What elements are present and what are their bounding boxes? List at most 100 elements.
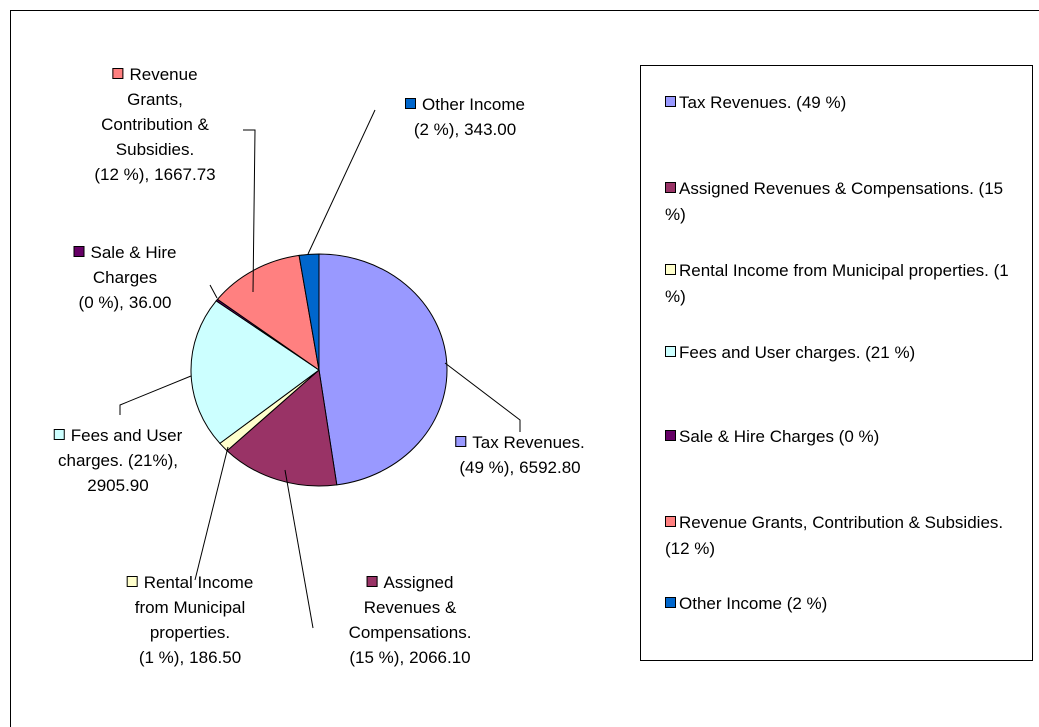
data-label-line: Tax Revenues. — [455, 430, 585, 455]
data-label-line: Charges — [74, 265, 177, 290]
leader-line — [307, 109, 376, 255]
data-label: Assigned Revenues & Compensations. (15 %), 2… — [349, 570, 472, 670]
label-marker — [126, 576, 138, 587]
data-label-text: Contribution & — [101, 115, 209, 134]
label-marker — [73, 246, 85, 257]
data-label-text: Rental Income — [143, 573, 254, 592]
data-label: Rental Income from Municipal properties. (1… — [126, 570, 254, 670]
data-label-line: (1 %), 186.50 — [127, 645, 254, 670]
legend-item: Rental Income from Municipal properties.… — [665, 258, 1010, 310]
data-label-value: 1667.73 — [154, 165, 216, 184]
data-label-text: (2 %), — [413, 120, 460, 139]
data-label-line: Fees and User — [53, 423, 183, 448]
data-label-line: (0 %), 36.00 — [74, 290, 177, 315]
label-marker — [53, 429, 65, 440]
pie-slice — [190, 300, 320, 445]
data-label-text: Tax Revenues. — [472, 433, 585, 452]
data-label-text: Grants, — [127, 90, 183, 109]
legend-item: Assigned Revenues & Compensations. (15 %… — [665, 176, 1010, 228]
data-label-text: (12 %), — [94, 165, 150, 184]
data-label-line: (2 %), 343.00 — [405, 117, 525, 142]
legend-marker — [665, 597, 676, 608]
data-label-text: Other Income — [422, 95, 525, 114]
data-label-text: Charges — [92, 268, 158, 287]
data-label-line: Assigned — [349, 570, 472, 595]
data-label-value: 36.00 — [128, 293, 172, 312]
data-label-line: Revenues & — [349, 595, 472, 620]
data-label-text: (0 %), — [78, 293, 124, 312]
data-label-line: 2905.90 — [54, 473, 183, 498]
data-label-value: 2066.10 — [409, 648, 471, 667]
legend-marker — [665, 430, 676, 441]
legend-item: Fees and User charges. (21 %) — [665, 340, 1010, 366]
legend-text: Revenue Grants, Contribution & Subsidies… — [665, 513, 1004, 558]
data-label-text: from Municipal — [134, 598, 246, 617]
leader-line — [119, 375, 192, 415]
data-label-text: (49 %), — [459, 458, 515, 477]
data-label-line: (49 %), 6592.80 — [455, 455, 584, 480]
data-label: Tax Revenues. (49 %), 6592.80 — [455, 430, 585, 480]
legend-text: Other Income (2 %) — [679, 594, 828, 613]
leader-line — [284, 469, 314, 629]
data-label-text: (1 %), — [138, 648, 185, 667]
label-marker — [455, 436, 467, 447]
data-label-line: (12 %), 1667.73 — [94, 162, 215, 187]
legend-text: Assigned Revenues & Compensations. (15 %… — [665, 179, 1004, 224]
legend-item: Tax Revenues. (49 %) — [665, 90, 1010, 116]
pie-slice — [226, 369, 338, 487]
data-label-text: charges. (21%), — [58, 451, 178, 470]
leader-line — [444, 362, 521, 432]
data-label-text: Compensations. — [348, 623, 472, 642]
legend-marker — [665, 182, 676, 193]
data-label-text: Revenue — [129, 65, 198, 84]
leader-line — [209, 284, 218, 299]
data-label-line: Subsidies. — [94, 137, 215, 162]
legend-marker — [665, 346, 676, 357]
data-label: Sale & Hire Charges (0 %), 36.00 — [73, 240, 177, 315]
data-label-value: 343.00 — [464, 120, 517, 139]
data-label-line: Revenue — [94, 62, 215, 87]
legend-item: Other Income (2 %) — [665, 591, 1010, 617]
data-label-line: Rental Income — [126, 570, 254, 595]
pie-slice — [298, 253, 320, 371]
data-label-text: Fees and User — [70, 426, 183, 445]
data-label-text: Subsidies. — [115, 140, 195, 159]
data-label-value: 2905.90 — [87, 476, 149, 495]
data-label-text: properties. — [149, 623, 231, 642]
data-label-text: Sale & Hire — [90, 243, 177, 262]
data-label: Fees and User charges. (21%), 2905.90 — [53, 423, 183, 498]
data-label-line: Compensations. — [349, 620, 472, 645]
data-label-line: properties. — [127, 620, 254, 645]
legend-marker — [665, 264, 676, 275]
legend-text: Fees and User charges. (21 %) — [679, 343, 916, 362]
data-label-text: (15 %), — [349, 648, 405, 667]
legend-text: Sale & Hire Charges (0 %) — [679, 427, 880, 446]
data-label-line: (15 %), 2066.10 — [349, 645, 472, 670]
leader-line — [243, 129, 256, 293]
data-label-line: Grants, — [94, 87, 215, 112]
legend-marker — [665, 96, 676, 107]
data-label-text: Assigned — [383, 573, 454, 592]
legend-item: Revenue Grants, Contribution & Subsidies… — [665, 510, 1010, 562]
data-label-line: Contribution & — [94, 112, 215, 137]
leader-line — [194, 446, 229, 581]
data-label: Revenue Grants, Contribution & Subsidies. (1… — [94, 62, 215, 187]
legend-box — [640, 65, 1033, 661]
data-label-line: Sale & Hire — [73, 240, 177, 265]
data-label: Other Income (2 %), 343.00 — [405, 92, 525, 142]
legend-text: Rental Income from Municipal properties.… — [665, 261, 1009, 306]
pie-slice — [318, 253, 448, 486]
label-marker — [405, 98, 416, 109]
data-label-line: from Municipal — [127, 595, 254, 620]
data-label-line: Other Income — [405, 92, 525, 117]
label-marker — [112, 68, 124, 79]
legend-item: Sale & Hire Charges (0 %) — [665, 424, 1010, 450]
data-label-line: charges. (21%), — [54, 448, 183, 473]
data-label-value: 6592.80 — [519, 458, 581, 477]
data-label-text: Revenues & — [363, 598, 457, 617]
label-marker — [366, 576, 378, 587]
legend-marker — [665, 516, 676, 527]
data-label-value: 186.50 — [189, 648, 242, 667]
